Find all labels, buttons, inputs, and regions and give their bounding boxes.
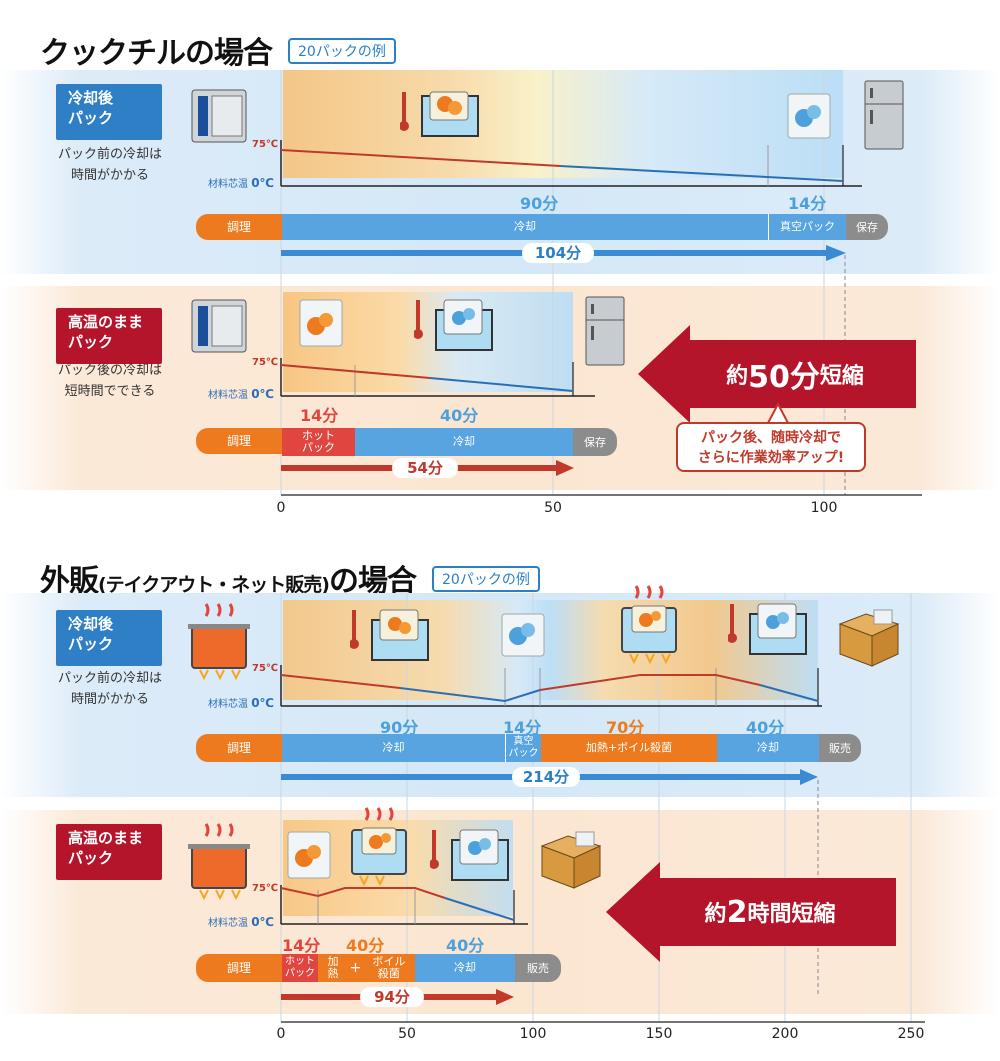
section2-row1-temp-low: 材料芯温 0℃: [208, 696, 275, 710]
section2-row1-min-3: 70分: [606, 718, 645, 737]
section1-row1-label: 冷却後 パック: [56, 84, 162, 140]
ice-bath-icon: [728, 603, 807, 655]
section2-axis-50: 50: [398, 1026, 416, 1042]
section2-row1-seg-vacuum: 真空 パック: [505, 734, 541, 762]
section1-axis-0: 0: [276, 500, 286, 516]
section2-row1-seg-cool: 冷却: [282, 734, 505, 762]
section1-callout: パック後、随時冷却で さらに作業効率アップ!: [676, 422, 866, 472]
pot-icon: [188, 823, 250, 900]
pot-icon: [188, 603, 250, 680]
section1-row1-temp-low: 材料芯温 0℃: [208, 176, 275, 190]
section1-title: クックチルの場合: [40, 36, 273, 71]
section2-row2-min-3: 40分: [446, 936, 485, 955]
section2-row1-min-2: 14分: [503, 718, 542, 737]
section2-row1-seg-boil: 加熱+ボイル殺菌: [541, 734, 717, 762]
section1-row1-desc: パック前の冷却は 時間がかかる: [57, 147, 162, 183]
section1-row2-temp-high: 75℃: [252, 357, 279, 368]
pot-icon: [351, 807, 407, 886]
box-icon: [540, 831, 602, 889]
ice-bath-icon: [414, 299, 493, 351]
section2-row2-temp-low: 材料芯温 0℃: [208, 915, 275, 929]
section2-row1-desc: パック前の冷却は 時間がかかる: [57, 671, 162, 707]
section1-row1-cook: 調理: [196, 214, 282, 240]
pack-icon: [501, 613, 545, 657]
section2-row1-min-4: 40分: [746, 718, 785, 737]
section1-row1-temp-high: 75℃: [252, 139, 279, 150]
pack-icon: [287, 831, 331, 879]
section2-row2-min-1: 14分: [282, 936, 321, 955]
section1-row1-seg-vacuum: 真空パック: [768, 214, 846, 240]
oven-icon: [191, 299, 247, 353]
section2-row1-cook: 調理: [196, 734, 282, 762]
pot-icon: [621, 585, 677, 665]
section1-axis-50: 50: [544, 500, 562, 516]
section1-row1-temp-panel: [283, 70, 843, 178]
fridge-icon: [585, 296, 625, 366]
section2-row2-store: 販売: [515, 954, 561, 982]
section2-row2-label: 高温のまま パック: [56, 824, 162, 880]
section1-row2-store: 保存: [573, 428, 617, 456]
section2-tag: 20パックの例: [432, 566, 540, 592]
ice-bath-icon: [430, 829, 509, 881]
section2-row2-seg-hot: ホット パック: [282, 954, 318, 982]
section2-row1-min-1: 90分: [380, 718, 419, 737]
box-icon: [838, 609, 900, 667]
section2-row2-temp-high: 75℃: [252, 883, 279, 894]
section1-row2-cook: 調理: [196, 428, 282, 454]
section2-axis-250: 250: [897, 1026, 925, 1042]
ice-bath-icon: [400, 91, 479, 137]
section2-row1-label: 冷却後 パック: [56, 610, 162, 666]
section2-reduction: 約 2 時間短縮: [704, 894, 836, 930]
section2-row1-temp-high: 75℃: [252, 663, 279, 674]
section1-row1-total: 104分: [522, 243, 594, 263]
section1-row2-total: 54分: [392, 458, 458, 478]
section1-row2-min-1: 14分: [300, 406, 339, 425]
section2-row1-seg-cool-2: 冷却: [717, 734, 819, 762]
section1-row2-seg-cool: 冷却: [355, 428, 573, 456]
section1-row2-min-2: 40分: [440, 406, 479, 425]
section1-row1-min-1: 90分: [520, 194, 559, 213]
section2-axis-100: 100: [519, 1026, 547, 1042]
section2-axis-150: 150: [645, 1026, 673, 1042]
fridge-icon: [864, 80, 904, 150]
oven-icon: [191, 89, 247, 143]
section1-row1-seg-cool: 冷却: [282, 214, 768, 240]
section2-row2-seg-cool: 冷却: [415, 954, 515, 982]
section2-row2-seg-boil: 加 熱 + ボイル 殺菌: [318, 954, 415, 982]
section2-row2-min-2: 40分: [346, 936, 385, 955]
section1-axis-100: 100: [810, 500, 838, 516]
section1-row2-desc: パック後の冷却は 短時間でできる: [57, 363, 162, 399]
section2-row1-store: 販売: [819, 734, 861, 762]
section1-row1-store: 保存: [846, 214, 888, 240]
section1-row1-min-2: 14分: [788, 194, 827, 213]
section2-row2-cook: 調理: [196, 954, 282, 982]
section2-row1-total: 214分: [512, 767, 580, 787]
section2-axis-0: 0: [276, 1026, 286, 1042]
section1-reduction: 約 50分 短縮: [726, 360, 864, 395]
section1-row2-seg-hot: ホット パック: [282, 428, 355, 456]
pack-icon: [299, 299, 343, 347]
section1-tag: 20パックの例: [288, 38, 396, 64]
pack-icon: [787, 93, 831, 139]
ice-bath-icon: [350, 609, 429, 661]
section1-row2-label: 高温のまま パック: [56, 308, 162, 364]
section2-axis-200: 200: [771, 1026, 799, 1042]
section2-row2-total: 94分: [360, 987, 424, 1007]
section1-row2-temp-low: 材料芯温 0℃: [208, 387, 275, 401]
